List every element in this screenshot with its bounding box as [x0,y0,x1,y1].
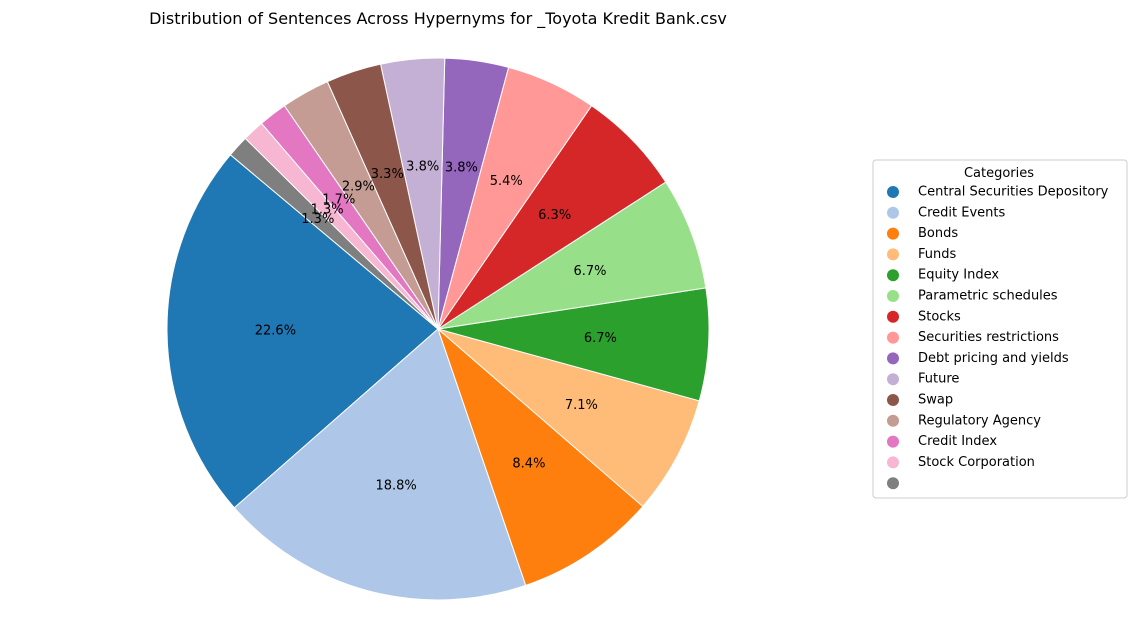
legend-label: Bonds [918,226,958,241]
legend-label: Credit Index [918,434,997,449]
legend-marker [887,310,899,323]
legend-marker [887,373,899,386]
pie-slice-bonds [436,327,644,587]
legend-marker [887,331,899,344]
legend-label: Funds [918,247,956,262]
pie-slice-equity-index [437,287,710,402]
legend-label: Debt pricing and yields [918,351,1069,366]
legend: Categories Central Securities Depository… [872,159,1128,499]
pie-pct-label: 1.3% [311,203,344,218]
pie-labels: 22.6%18.8%8.4%7.1%6.7%6.7%6.3%5.4%3.8%3.… [255,160,617,494]
legend-label: Swap [918,393,953,408]
pie-pct-label: 22.6% [255,323,296,338]
legend-label: Central Securities Depository [918,185,1109,200]
pie-pct-label: 2.9% [342,180,375,195]
pie-slices [166,57,710,601]
legend-marker [887,206,899,219]
legend-frame [872,159,1128,499]
pie-pct-label: 6.3% [538,208,571,223]
pie-pct-label: 8.4% [512,456,545,471]
legend-label: Parametric schedules [918,289,1058,304]
legend-marker [887,248,899,261]
legend-marker [887,186,899,198]
pie-slice-slice-15 [229,137,439,330]
legend-label: Credit Events [918,205,1005,220]
pie-pct-label: 6.7% [584,331,617,346]
legend-items: Central Securities Depository Credit Even… [887,185,1109,490]
legend-marker [887,456,899,469]
legend-label: Regulatory Agency [918,413,1041,428]
legend-marker [887,394,899,406]
pie-pct-label: 3.3% [371,167,404,182]
legend-marker [887,227,899,240]
legend-marker [887,414,899,427]
pie-slice-central-securities-depository [166,154,439,509]
pie-pct-label: 18.8% [375,479,416,494]
legend-marker [887,290,899,302]
legend-label: Future [918,372,959,387]
pie-pct-label: 3.8% [406,160,439,175]
legend-label: Stocks [918,309,961,324]
pie-pct-label: 3.8% [445,161,478,176]
chart-title: Distribution of Sentences Across Hyperny… [149,9,727,29]
legend-marker [887,435,899,448]
pie-pct-label: 6.7% [574,264,607,279]
legend-label: Securities restrictions [918,330,1059,345]
pie-slice-parametric-schedules [437,181,707,330]
legend-label: Equity Index [918,268,999,283]
pie-pct-label: 1.3% [301,212,334,227]
legend-title: Categories [964,166,1034,181]
pie-slice-funds [437,328,700,508]
legend-label: Stock Corporation [918,455,1035,470]
pie-slice-credit-events [233,328,527,601]
legend-marker [887,477,899,490]
legend-marker [887,269,899,282]
pie-pct-label: 5.4% [490,174,523,189]
pie-pct-label: 7.1% [565,398,598,413]
legend-marker [887,352,899,365]
pie-pct-label: 1.7% [322,193,355,208]
